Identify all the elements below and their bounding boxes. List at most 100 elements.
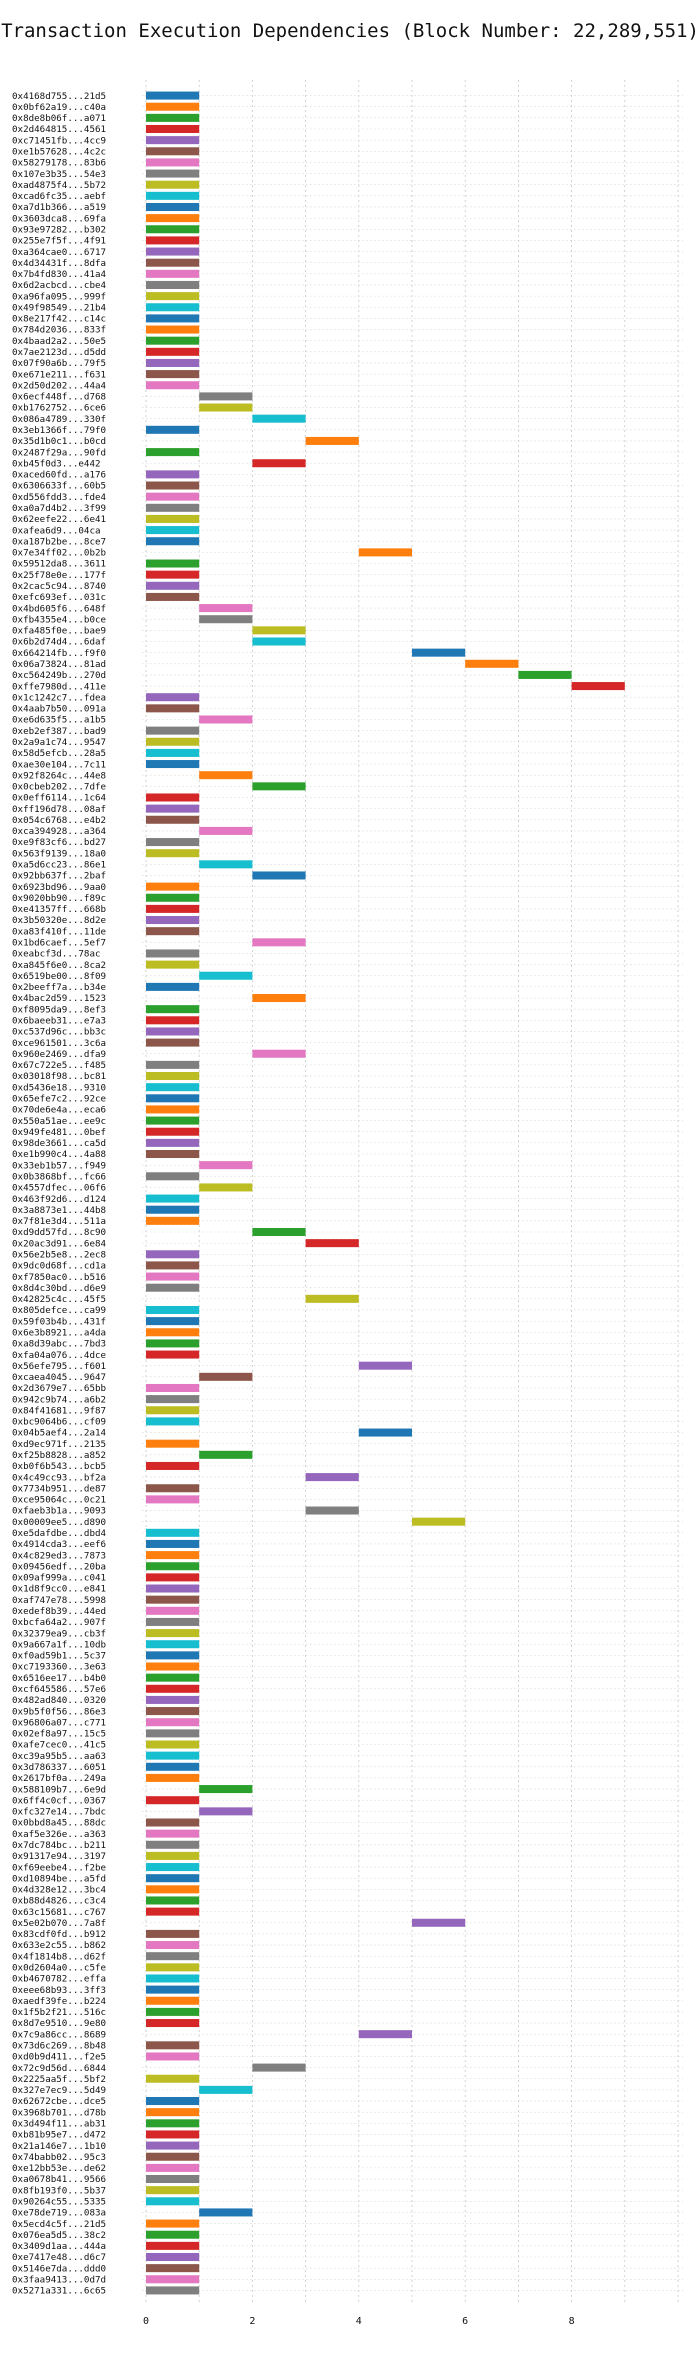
transaction-label: 0xff196d78...08af — [12, 804, 106, 815]
transaction-label: 0x7ae2123d...d5dd — [12, 347, 106, 358]
transaction-bar — [146, 1985, 200, 1994]
transaction-bar — [146, 2052, 200, 2061]
transaction-label: 0x62672cbe...dce5 — [12, 2096, 106, 2107]
transaction-label: 0xaced60fd...a176 — [12, 470, 106, 481]
transaction-bar — [146, 2119, 200, 2128]
transaction-label: 0xe1b57628...4c2c — [12, 146, 106, 157]
transaction-label: 0x086a4789...330f — [12, 414, 106, 425]
transaction-bar — [146, 2074, 200, 2083]
transaction-bar — [412, 648, 466, 657]
transaction-label: 0x8de8b06f...a071 — [12, 113, 106, 124]
transaction-bar — [199, 860, 253, 869]
transaction-bar — [146, 2130, 200, 2139]
transaction-bar — [146, 1762, 200, 1771]
transaction-bar — [146, 470, 200, 479]
transaction-bar — [146, 180, 200, 189]
transaction-bar — [146, 269, 200, 278]
transaction-bar — [146, 2041, 200, 2050]
transaction-bar — [571, 682, 625, 691]
transaction-bar — [358, 1361, 412, 1370]
transaction-bar — [146, 1896, 200, 1905]
transaction-label: 0xb0f6b543...bcb5 — [12, 1461, 106, 1472]
transaction-bar — [146, 1707, 200, 1716]
transaction-label: 0xca394928...a364 — [12, 826, 107, 837]
transaction-bar — [146, 2230, 200, 2239]
transaction-bar — [199, 615, 253, 624]
transaction-bar — [146, 1417, 200, 1426]
transaction-bar — [146, 1060, 200, 1069]
transaction-bar — [146, 303, 200, 312]
transaction-label: 0xf0ad59b1...5c37 — [12, 1651, 106, 1662]
transaction-bar — [146, 1461, 200, 1470]
transaction-label: 0xa8d39abc...7bd3 — [12, 1339, 106, 1350]
transaction-bar — [146, 503, 200, 512]
transaction-bar — [146, 1528, 200, 1537]
transaction-label: 0xe78de719...083a — [12, 2208, 106, 2219]
transaction-bar — [146, 737, 200, 746]
transaction-bar — [199, 1372, 253, 1381]
transaction-bar — [146, 1328, 200, 1337]
transaction-bar — [146, 1261, 200, 1270]
transaction-bar — [146, 2097, 200, 2106]
transaction-label: 0xfaeb3b1a...9093 — [12, 1506, 106, 1517]
transaction-bar — [146, 236, 200, 245]
transaction-bar — [146, 1339, 200, 1348]
transaction-bar — [146, 2108, 200, 2117]
transaction-bar — [146, 2152, 200, 2161]
transaction-label: 0x4d34431f...8dfa — [12, 258, 106, 269]
transaction-label: 0xe9f83cf6...bd27 — [12, 837, 106, 848]
transaction-label: 0xa187b2be...8ce7 — [12, 536, 106, 547]
transaction-label: 0xaf747e78...5998 — [12, 1595, 106, 1606]
transaction-bar — [146, 425, 200, 434]
transaction-label: 0x59f03b4b...431f — [12, 1316, 106, 1327]
transaction-bar — [146, 124, 200, 134]
transaction-label: 0xf25b8828...a852 — [12, 1450, 106, 1461]
transaction-label: 0xfb4355e4...b0ce — [12, 614, 106, 625]
transaction-label: 0x42825c4c...45f5 — [12, 1294, 106, 1305]
transaction-label: 0xe12bb53e...de62 — [12, 2163, 106, 2174]
transaction-label: 0xafea6d9...04ca — [12, 525, 101, 536]
transaction-bar — [146, 158, 200, 167]
transaction-bar — [146, 1874, 200, 1883]
transaction-bar — [358, 2030, 412, 2039]
transaction-bar — [146, 916, 200, 925]
transaction-bar — [146, 1851, 200, 1860]
transaction-label: 0x7dc784bc...b211 — [12, 1840, 106, 1851]
transaction-label: 0x664214fb...f9f0 — [12, 648, 106, 659]
transaction-bar — [146, 2197, 200, 2206]
transaction-bar — [146, 1796, 200, 1805]
transaction-bar — [146, 559, 200, 568]
transaction-label: 0xe5dafdbe...dbd4 — [12, 1528, 107, 1539]
transaction-label: 0x9020bb90...f89c — [12, 893, 106, 904]
transaction-bar — [146, 136, 200, 145]
transaction-label: 0xcad6fc35...aebf — [12, 191, 106, 202]
transaction-bar — [146, 1016, 200, 1025]
transaction-bar — [199, 1161, 253, 1170]
transaction-label: 0xb81b95e7...d472 — [12, 2130, 106, 2141]
transaction-bar — [146, 2219, 200, 2228]
transaction-label: 0xe6d635f5...a1b5 — [12, 715, 106, 726]
transaction-bar — [146, 1963, 200, 1972]
transaction-label: 0x98de3661...ca5d — [12, 1138, 106, 1149]
transaction-label: 0x73d6c269...8b48 — [12, 2041, 106, 2052]
transaction-label: 0x588109b7...6e9d — [12, 1784, 106, 1795]
transaction-label: 0x3d786337...6051 — [12, 1762, 106, 1773]
transaction-bar — [252, 637, 306, 646]
transaction-label: 0x84f41681...9f87 — [12, 1405, 106, 1416]
transaction-bar — [146, 1818, 200, 1827]
transaction-label: 0x00009ee5...d890 — [12, 1517, 106, 1528]
transaction-bar — [146, 1606, 200, 1615]
transaction-label: 0x960e2469...dfa9 — [12, 1049, 106, 1060]
transaction-bar — [146, 2163, 200, 2172]
transaction-label: 0x6d2acbcd...cbe4 — [12, 280, 107, 291]
transaction-label: 0xd10894be...a5fd — [12, 1873, 106, 1884]
transaction-label: 0x076ea5d5...38c2 — [12, 2230, 106, 2241]
transaction-bar — [146, 1138, 200, 1147]
transaction-bar — [146, 191, 200, 200]
transaction-bar — [146, 2264, 200, 2273]
transaction-label: 0x25f78e0e...177f — [12, 570, 106, 581]
transaction-label: 0x054c6768...e4b2 — [12, 815, 106, 826]
transaction-bar — [412, 1517, 466, 1526]
transaction-bar — [146, 1718, 200, 1727]
transaction-label: 0x96806a07...c771 — [12, 1717, 106, 1728]
